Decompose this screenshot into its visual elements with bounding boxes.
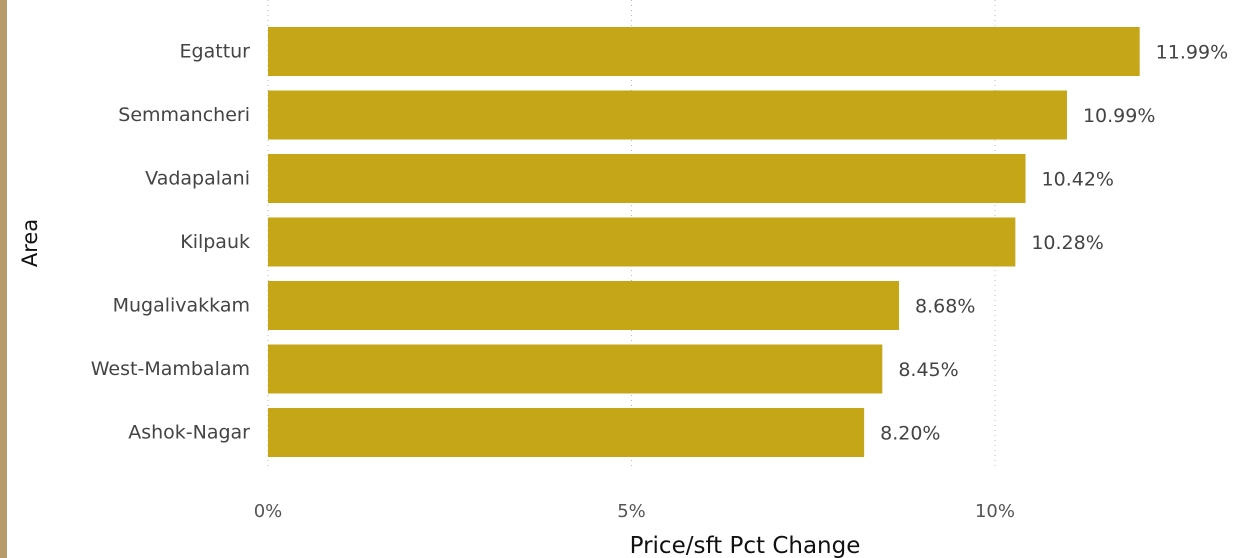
category-label: Egattur <box>180 41 251 63</box>
x-tick-labels: 0% 5% 10% <box>254 501 1015 522</box>
value-label: 8.45% <box>898 359 958 381</box>
value-label: 8.68% <box>915 296 975 318</box>
value-label: 8.20% <box>880 423 940 445</box>
category-label: West-Mambalam <box>91 358 250 380</box>
bar-kilpauk <box>268 217 1016 267</box>
x-tick-label: 5% <box>617 501 646 522</box>
bar-mugalivakkam <box>268 281 900 330</box>
bar-egattur <box>268 27 1140 76</box>
bars <box>268 27 1140 457</box>
category-labels: Egattur Semmancheri Vadapalani Kilpauk Mugal… <box>91 41 250 444</box>
value-label: 10.28% <box>1031 232 1103 254</box>
category-label: Ashok-Nagar <box>128 422 250 444</box>
left-accent-bar <box>0 0 7 558</box>
bar-semmancheri <box>268 90 1067 140</box>
category-label: Kilpauk <box>180 231 250 253</box>
category-label: Semmancheri <box>118 104 250 126</box>
x-tick-label: 10% <box>975 501 1015 522</box>
category-label: Vadapalani <box>145 168 250 190</box>
y-axis-title: Area <box>18 219 42 267</box>
x-tick-label: 0% <box>254 501 283 522</box>
bar-west-mambalam <box>268 344 883 394</box>
value-label: 10.99% <box>1083 105 1155 127</box>
x-axis-title: Price/sft Pct Change <box>630 533 861 558</box>
category-label: Mugalivakkam <box>113 295 250 317</box>
bar-vadapalani <box>268 154 1026 203</box>
bar-ashok-nagar <box>268 408 865 457</box>
value-label: 10.42% <box>1042 169 1114 191</box>
value-labels: 11.99% 10.99% 10.42% 10.28% 8.68% 8.45% 8.20% <box>880 42 1228 445</box>
value-label: 11.99% <box>1156 42 1228 64</box>
